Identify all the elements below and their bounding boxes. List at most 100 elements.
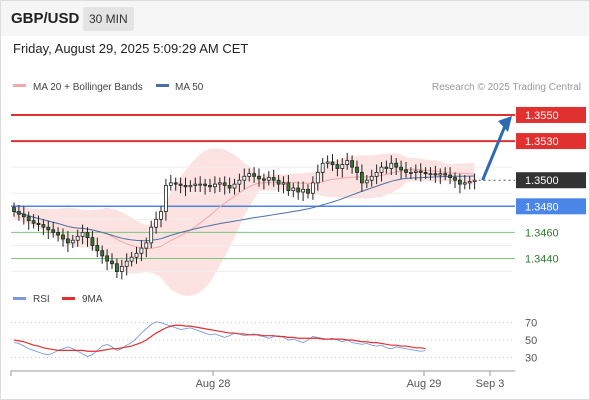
candle-body: [242, 175, 247, 181]
candle-body: [95, 245, 100, 252]
price-level-tag-current: [516, 172, 586, 189]
candle-body: [438, 173, 443, 176]
candle-body: [41, 224, 46, 228]
candle-body: [178, 183, 183, 186]
moving-average-layer: [13, 168, 475, 250]
candle-body: [217, 182, 222, 185]
candle-body: [448, 174, 453, 179]
candle-body: [306, 188, 310, 194]
candle-body: [159, 211, 163, 220]
chart-header: GBP/USD 30 MIN: [0, 0, 590, 36]
legend-layer: MA 20 + Bollinger Bands MA 50 Research ©…: [13, 82, 581, 305]
candle-body: [374, 171, 379, 177]
candle-body: [51, 229, 56, 233]
candle-body: [139, 247, 144, 254]
candle-body: [261, 178, 266, 181]
candle-body: [384, 166, 389, 169]
grid-layer: [11, 114, 512, 273]
ma50-line: [13, 175, 475, 242]
candle-body: [453, 177, 457, 181]
price-level-label-pivot: 1.3480: [525, 201, 559, 213]
candle-body: [399, 166, 404, 171]
candle-body: [310, 182, 315, 194]
price-level-tag-resistance: [516, 106, 586, 123]
price-level-label-support: 1.3440: [525, 254, 559, 266]
candle-body: [418, 170, 423, 173]
candle-body: [237, 179, 242, 185]
candle-body: [56, 232, 60, 236]
candle-body: [193, 183, 198, 186]
candle-body: [154, 218, 159, 228]
candle-body: [12, 207, 16, 212]
candle-body: [389, 162, 394, 169]
candle-body: [80, 232, 85, 237]
candle-body: [173, 182, 178, 185]
candle-body: [232, 183, 237, 189]
chart-datetime: Friday, August 29, 2025 5:09:29 AM CET: [13, 41, 249, 56]
candle-body: [335, 164, 340, 169]
candle-body: [467, 181, 472, 184]
candle-body: [208, 185, 212, 188]
candle-body: [443, 173, 448, 176]
candle-body: [364, 179, 369, 184]
rsi-ma-legend-label: 9MA: [82, 294, 103, 305]
candle-body: [271, 177, 276, 181]
candle-body: [428, 173, 433, 176]
candle-body: [462, 182, 467, 185]
price-level-label-current: 1.3500: [525, 175, 559, 187]
price-level-label-resistance: 1.3530: [525, 136, 559, 148]
candle-body: [222, 182, 227, 186]
candle-body: [70, 239, 75, 244]
candle-body: [266, 177, 271, 181]
x-tick-label: Aug 28: [196, 378, 231, 390]
candle-body: [16, 211, 21, 215]
x-axis: Aug 28 Aug 29 Sep 3: [10, 370, 515, 390]
candle-body: [413, 170, 418, 173]
candle-body: [252, 173, 257, 177]
candle-body: [124, 260, 129, 267]
candle-body: [369, 175, 374, 181]
rsi-ma-legend-swatch: [62, 297, 75, 300]
rsi-panel: 70 50 30: [11, 318, 537, 364]
candle-body: [404, 169, 408, 173]
x-tick-label: Sep 3: [476, 378, 505, 390]
x-tick-label: Aug 29: [407, 378, 442, 390]
price-level-label-support: 1.3460: [525, 227, 559, 239]
rsi-legend-swatch: [13, 297, 26, 300]
target-arrow-layer: [481, 115, 512, 181]
target-arrow-shaft: [481, 125, 507, 181]
candle-body: [110, 260, 114, 265]
rsi-line: [13, 321, 426, 357]
price-levels-layer: 1.3550 1.3530 1.3500 1.3480 1.3460 1.3440: [11, 106, 586, 266]
ma20-legend-label: MA 20 + Bollinger Bands: [33, 82, 143, 93]
candle-body: [355, 166, 359, 173]
candle-body: [325, 161, 330, 164]
symbol-label: GBP/USD: [11, 10, 80, 27]
timeframe-selector[interactable]: 30 MIN: [83, 7, 134, 31]
rsi-tick-label: 30: [525, 352, 537, 364]
candle-body: [247, 173, 252, 177]
candle-body: [203, 183, 208, 186]
candle-body: [31, 220, 36, 224]
candle-body: [188, 185, 193, 188]
candle-body: [119, 265, 124, 272]
candle-body: [345, 160, 350, 165]
candle-body: [330, 161, 335, 165]
candle-body: [163, 185, 168, 212]
candle-body: [100, 250, 105, 257]
candle-body: [359, 171, 364, 184]
candle-body: [257, 175, 261, 180]
candle-body: [457, 179, 462, 185]
candle-body: [105, 255, 109, 262]
candle-body: [85, 232, 90, 239]
candle-body: [281, 182, 286, 185]
candle-body: [129, 256, 134, 262]
candle-body: [433, 173, 438, 176]
candle-body: [61, 234, 65, 240]
candle-body: [36, 222, 41, 225]
candle-body: [423, 171, 428, 175]
candle-body: [134, 252, 139, 258]
rsi-tick-label: 70: [525, 318, 537, 330]
candle-body: [46, 226, 51, 231]
